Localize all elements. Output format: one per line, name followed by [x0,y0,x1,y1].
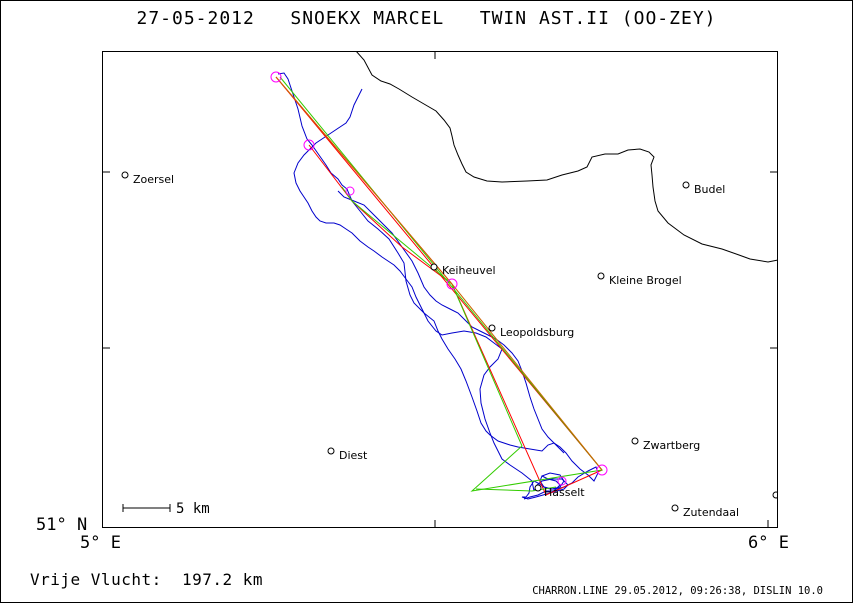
turnpoint-3 [596,464,608,476]
scale-bar-label: 5 km [176,501,210,517]
place-marker-zoersel [121,171,129,179]
turnpoint-start [270,71,282,83]
flight-track-loops [523,472,565,500]
route-red-2 [308,144,453,285]
route-orange [275,76,603,471]
x-axis-left-label: 5° E [80,533,121,553]
x-axis-right-label: 6° E [748,533,789,553]
place-markers [121,171,690,512]
scale-bar [122,504,171,512]
place-label-diest: Diest [339,449,368,462]
flight-distance: Vrije Vlucht: 197.2 km [30,570,264,589]
flight-track-segment [337,190,565,454]
place-label-budel: Budel [694,183,725,196]
place-marker-zutendaal [671,504,679,512]
place-marker-keiheuvel [430,263,438,271]
place-label-kleine-brogel: Kleine Brogel [609,274,682,287]
turnpoint-2 [446,278,458,290]
flight-track [277,72,599,500]
map-border [102,51,778,528]
turnpoint-4 [557,476,567,486]
border-marker [772,491,778,499]
flight-title: 27-05-2012 SNOEKX MARCEL TWIN AST.II (OO… [136,8,717,29]
turnpoint-1 [303,139,315,151]
place-label-leopoldsburg: Leopoldsburg [500,326,574,339]
place-marker-zwartberg [631,437,639,445]
route-red [275,76,603,496]
place-marker-hasselt [534,484,542,492]
place-label-zoersel: Zoersel [133,173,174,186]
place-marker-leopoldsburg [488,324,496,332]
place-label-zwartberg: Zwartberg [643,439,700,452]
place-label-zutendaal: Zutendaal [683,506,739,519]
y-axis-label: 51° N [36,515,88,535]
place-label-keiheuvel: Keiheuvel [442,264,496,277]
place-marker-kleine-brogel [597,272,605,280]
place-marker-budel [682,181,690,189]
footer-credits: CHARRON.LINE 29.05.2012, 09:26:38, DISLI… [532,585,823,597]
flight-track-return [293,88,535,492]
route-green-2 [475,486,557,492]
axis-ticks [102,51,778,528]
place-label-hasselt: Hasselt [544,486,585,499]
turnpoint-5 [345,186,355,196]
country-border [355,51,778,263]
flight-map: Zoersel Budel Keiheuvel Kleine Brogel Le… [102,51,778,528]
place-marker-diest [327,447,335,455]
